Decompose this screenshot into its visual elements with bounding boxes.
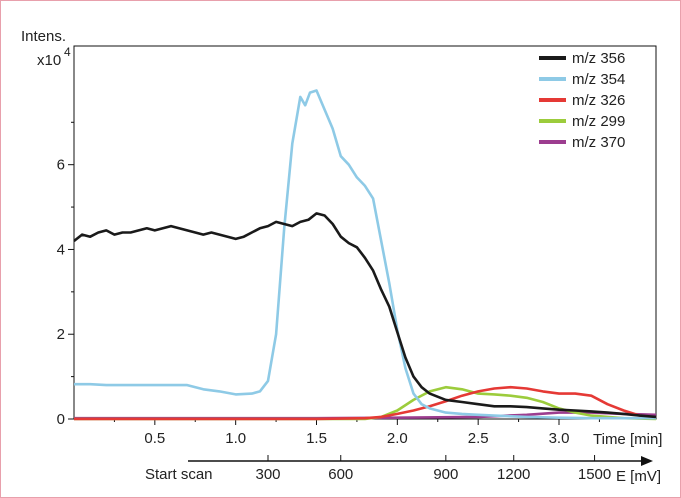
legend-label: m/z 370	[572, 134, 625, 151]
secondary-axis-arrow	[641, 456, 653, 466]
y-tick-label: 6	[57, 157, 65, 174]
secondary-tick-label: 900	[433, 466, 458, 483]
legend-label: m/z 299	[572, 113, 625, 130]
series-lines	[73, 89, 657, 421]
secondary-tick-label: 600	[328, 466, 353, 483]
legend-label: m/z 326	[572, 92, 625, 109]
y-tick-label: 2	[57, 326, 65, 343]
x-tick-label: 1.0	[225, 430, 246, 447]
y-axis: 0 2 4 6	[57, 121, 74, 428]
legend-label: m/z 356	[572, 50, 625, 67]
y-tick-label: 0	[57, 411, 65, 428]
x-tick-label: 0.5	[144, 430, 165, 447]
secondary-tick-label: 1500	[578, 466, 611, 483]
plot-area	[73, 45, 657, 420]
legend-label: m/z 354	[572, 71, 625, 88]
y-exponent-power: 4	[64, 45, 71, 59]
x-tick-label: 2.0	[387, 430, 408, 447]
x-axis: 0.5 1.0 1.5 2.0 2.5 3.0	[113, 419, 600, 447]
y-tick-label: 4	[57, 241, 65, 258]
x-axis-label: Time [min]	[593, 431, 662, 448]
series-line	[74, 385, 657, 421]
secondary-tick-label: 300	[255, 466, 280, 483]
x-tick-label: 3.0	[549, 430, 570, 447]
series-line	[73, 212, 657, 419]
series-line	[74, 89, 656, 420]
x-tick-label: 2.5	[468, 430, 489, 447]
secondary-axis-ticks: 300 600 900 1200 1500	[255, 455, 611, 483]
x-tick-label: 1.5	[306, 430, 327, 447]
y-axis-label: Intens.	[21, 28, 66, 45]
secondary-axis: Start scan 300 600 900 1200 1500 E [mV]	[145, 455, 661, 485]
legend: m/z 356 m/z 354 m/z 326 m/z 299 m/z 370	[539, 50, 625, 151]
secondary-axis-unit-label: E [mV]	[616, 468, 661, 485]
secondary-axis-start-label: Start scan	[145, 466, 213, 483]
y-exponent-base: x10	[37, 52, 61, 69]
secondary-tick-label: 1200	[497, 466, 530, 483]
series-line	[74, 385, 657, 421]
